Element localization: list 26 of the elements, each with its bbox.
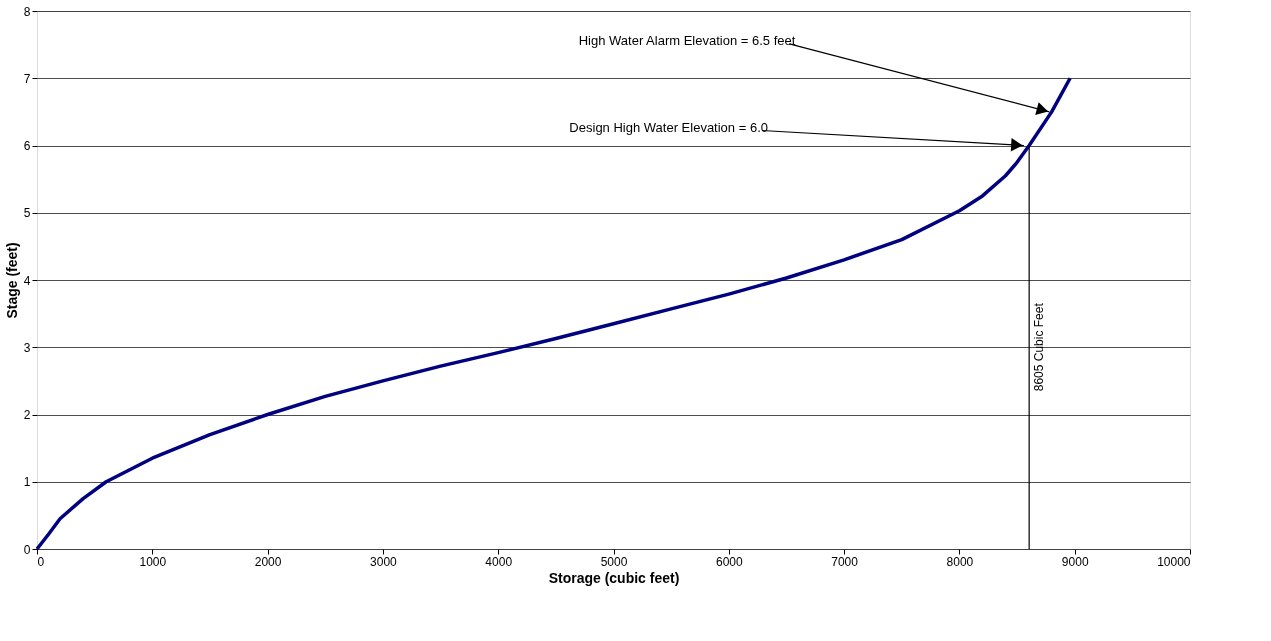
y-tick-label: 2 (23, 408, 31, 422)
x-tick-label: 5000 (600, 554, 628, 569)
y-tick-label: 3 (23, 340, 31, 355)
y-axis-title: Stage (feet) (3, 242, 20, 319)
y-tick-label: 4 (23, 273, 31, 288)
ref-line-label: 8605 Cubic Feet (1032, 302, 1047, 392)
x-tick-label: 9000 (1061, 554, 1089, 569)
y-tick-label: 5 (23, 206, 31, 221)
line-series (35, 76, 1072, 551)
y-tick-label: 0 (23, 542, 31, 557)
y-tick-label: 1 (23, 475, 31, 490)
y-tick-label: 7 (23, 71, 31, 86)
x-tick-label: 8000 (946, 554, 974, 569)
x-axis-title: Storage (cubic feet) (548, 569, 680, 586)
annotation: High Water Alarm Elevation = 6.5 feet (578, 32, 796, 48)
y-tick-label: 6 (23, 139, 31, 153)
x-tick-label: 2000 (254, 554, 282, 569)
x-tick-label: 0 (37, 554, 45, 569)
x-tick-label: 4000 (485, 554, 513, 569)
x-tick-label: 6000 (715, 554, 743, 569)
x-tick-label: 1000 (139, 554, 167, 569)
y-tick-label: 8 (23, 4, 31, 19)
annotation: Design High Water Elevation = 6.0 (569, 119, 768, 135)
x-tick-label: 7000 (831, 554, 859, 569)
x-tick-label: 10000 (1157, 554, 1191, 569)
x-tick-label: 3000 (370, 554, 398, 569)
